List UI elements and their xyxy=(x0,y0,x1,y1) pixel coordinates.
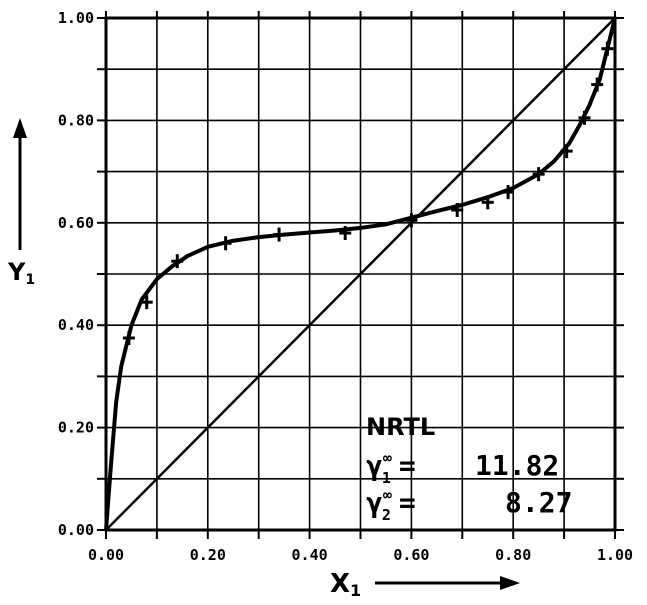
diagonal-line xyxy=(105,17,616,531)
x-tick-label: 0.60 xyxy=(393,546,429,564)
x-axis-label: X1 xyxy=(330,569,361,600)
x-tick-labels: 0.00 0.20 0.40 0.60 0.80 1.00 xyxy=(88,546,633,564)
data-point xyxy=(578,110,591,125)
grid xyxy=(106,18,615,530)
annotation-row-1: γ∞ 1 = 11.82 xyxy=(366,449,559,487)
data-point xyxy=(591,77,604,92)
x-axis-arrow xyxy=(375,576,520,590)
data-point xyxy=(601,41,614,56)
data-point xyxy=(532,167,545,182)
x-tick-label: 0.20 xyxy=(190,546,226,564)
data-point xyxy=(405,213,418,228)
data-point xyxy=(481,195,494,210)
x-tick-label: 0.00 xyxy=(88,546,124,564)
y-tick-label: 0.80 xyxy=(58,111,94,129)
annotation-row-2: γ∞ 2 = 8.27 xyxy=(366,486,572,524)
data-point xyxy=(451,203,464,217)
data-point xyxy=(219,236,232,251)
data-point xyxy=(171,254,184,269)
y-tick-label: 0.00 xyxy=(58,521,94,539)
y-axis-label-group: Y1 xyxy=(7,118,35,288)
model-curve xyxy=(104,17,617,531)
data-point xyxy=(122,331,135,345)
model-annotation: NRTL γ∞ 1 = 11.82 γ∞ 2 = 8.27 xyxy=(366,413,572,524)
y-tick-labels: 0.00 0.20 0.40 0.60 0.80 1.00 xyxy=(58,9,94,539)
x-tick-label: 1.00 xyxy=(597,546,633,564)
y-tick-label: 0.40 xyxy=(58,316,94,334)
y-tick-label: 0.60 xyxy=(58,214,94,232)
y-axis-label: Y1 xyxy=(7,258,35,288)
series xyxy=(104,17,617,531)
x-tick-label: 0.80 xyxy=(495,546,531,564)
data-point xyxy=(560,144,573,159)
data-point xyxy=(502,185,515,200)
x-tick-label: 0.40 xyxy=(292,546,328,564)
y-tick-label: 0.20 xyxy=(58,419,94,437)
x-axis-label-group: X1 xyxy=(330,569,520,600)
data-point xyxy=(273,227,286,242)
plot-frame xyxy=(104,16,617,532)
annotation-title: NRTL xyxy=(366,413,435,441)
y-tick-label: 1.00 xyxy=(58,9,94,27)
y-axis-arrow xyxy=(13,118,27,250)
data-point xyxy=(339,226,352,241)
data-point xyxy=(140,295,153,310)
